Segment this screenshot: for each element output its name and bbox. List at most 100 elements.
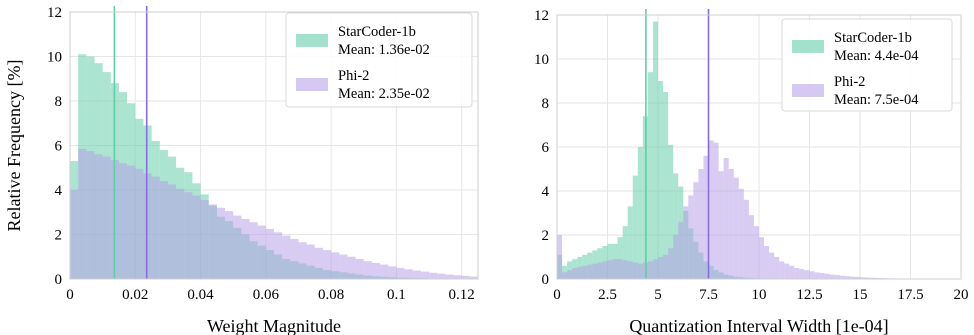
bar-phi-2 [683, 206, 689, 279]
bar-phi-2 [647, 261, 653, 279]
bar-phi-2 [799, 269, 805, 279]
bar-phi-2 [794, 268, 800, 279]
bar-phi-2 [118, 163, 128, 279]
bar-phi-2 [331, 252, 340, 279]
bar-phi-2 [159, 181, 168, 279]
right-y-tick-labels: 0 2 4 6 8 10 12 [534, 8, 550, 288]
bar-phi-2 [176, 188, 185, 279]
bar-phi-2 [658, 257, 664, 279]
bar-phi-2 [587, 264, 593, 279]
bar-phi-2 [597, 262, 603, 279]
bar-phi-2 [673, 235, 679, 279]
bar-phi-2 [102, 156, 111, 279]
left-legend-swatch-starcoder [296, 34, 328, 47]
bar-phi-2 [200, 200, 209, 279]
x-tick-label: 0 [553, 287, 561, 303]
bar-phi-2 [860, 277, 866, 279]
bar-phi-2 [753, 226, 759, 279]
bar-phi-2 [592, 263, 598, 279]
bar-phi-2 [298, 242, 307, 279]
bar-phi-2 [363, 261, 372, 279]
bar-phi-2 [94, 154, 103, 279]
left-series-phi2-bars [70, 148, 478, 279]
bar-phi-2 [632, 262, 638, 279]
bar-starcoder-1b [632, 175, 638, 279]
y-tick-label: 6 [55, 139, 63, 155]
x-tick-label: 0.02 [122, 287, 148, 303]
x-tick-label: 20 [954, 287, 969, 303]
bar-phi-2 [151, 176, 160, 279]
right-legend-box [781, 18, 953, 112]
bar-phi-2 [461, 275, 470, 279]
bar-starcoder-1b [668, 144, 674, 279]
bar-phi-2 [233, 215, 242, 279]
bar-phi-2 [784, 263, 790, 279]
bar-phi-2 [769, 252, 775, 279]
bar-phi-2 [708, 140, 714, 279]
left-x-axis-label: Weight Magnitude [207, 316, 341, 335]
bar-phi-2 [582, 265, 588, 279]
y-tick-label: 12 [47, 5, 62, 21]
bar-phi-2 [713, 142, 719, 279]
bar-phi-2 [678, 221, 684, 279]
bar-phi-2 [257, 225, 266, 279]
left-legend-label-starcoder: StarCoder-1b [338, 24, 416, 40]
bar-starcoder-1b [652, 21, 658, 279]
y-tick-label: 4 [542, 184, 550, 200]
right-series-phi2-bars [557, 140, 931, 279]
bar-phi-2 [388, 266, 397, 279]
y-tick-label: 10 [534, 52, 549, 68]
bar-phi-2 [225, 211, 234, 279]
bar-phi-2 [698, 169, 704, 279]
x-tick-label: 0 [66, 287, 74, 303]
bar-phi-2 [274, 232, 283, 279]
x-tick-label: 7.5 [699, 287, 718, 303]
y-tick-label: 12 [534, 8, 549, 24]
bar-phi-2 [617, 259, 623, 279]
bar-phi-2 [804, 270, 810, 279]
left-y-axis-label: Relative Frequency [%] [4, 60, 24, 232]
bar-phi-2 [290, 238, 299, 279]
bar-phi-2 [622, 260, 628, 279]
left-legend-label-phi2: Phi-2 [338, 68, 369, 84]
bar-phi-2 [607, 260, 613, 279]
right-legend-label-phi2: Phi-2 [834, 74, 865, 90]
y-tick-label: 6 [542, 140, 550, 156]
bar-phi-2 [602, 261, 608, 279]
x-tick-label: 10 [752, 287, 767, 303]
bar-phi-2 [718, 171, 724, 279]
left-mean-lines [113, 6, 148, 279]
left-legend-mean-starcoder: Mean: 1.36e-02 [338, 42, 430, 58]
bar-phi-2 [839, 275, 845, 279]
bar-phi-2 [652, 259, 658, 279]
x-tick-label: 0.08 [318, 287, 344, 303]
bar-starcoder-1b [658, 81, 664, 279]
bar-starcoder-1b [647, 72, 653, 279]
right-legend-swatch-phi2 [792, 84, 824, 97]
bar-phi-2 [412, 270, 421, 279]
bar-starcoder-1b [673, 173, 679, 279]
y-tick-label: 2 [55, 228, 63, 244]
bar-starcoder-1b [637, 147, 643, 279]
bar-starcoder-1b [663, 92, 669, 279]
bar-phi-2 [824, 273, 830, 279]
bar-phi-2 [774, 257, 780, 279]
bar-phi-2 [759, 237, 765, 279]
bar-phi-2 [371, 262, 381, 279]
left-legend-mean-phi2: Mean: 2.35e-02 [338, 86, 430, 102]
left-x-tick-labels: 0 0.02 0.04 0.06 0.08 0.1 0.12 [66, 287, 475, 303]
x-tick-label: 0.12 [449, 287, 475, 303]
bar-phi-2 [834, 275, 840, 279]
bar-phi-2 [396, 267, 405, 279]
right-legend-label-starcoder: StarCoder-1b [834, 30, 912, 46]
bar-phi-2 [814, 272, 820, 279]
bar-phi-2 [668, 248, 674, 279]
right-legend-mean-starcoder: Mean: 4.4e-04 [834, 48, 919, 64]
bar-phi-2 [86, 151, 95, 279]
x-tick-label: 15 [853, 287, 868, 303]
bar-starcoder-1b [617, 237, 623, 279]
x-tick-label: 12.5 [796, 287, 822, 303]
x-tick-label: 17.5 [897, 287, 923, 303]
bar-phi-2 [306, 244, 315, 279]
bar-phi-2 [322, 250, 332, 279]
